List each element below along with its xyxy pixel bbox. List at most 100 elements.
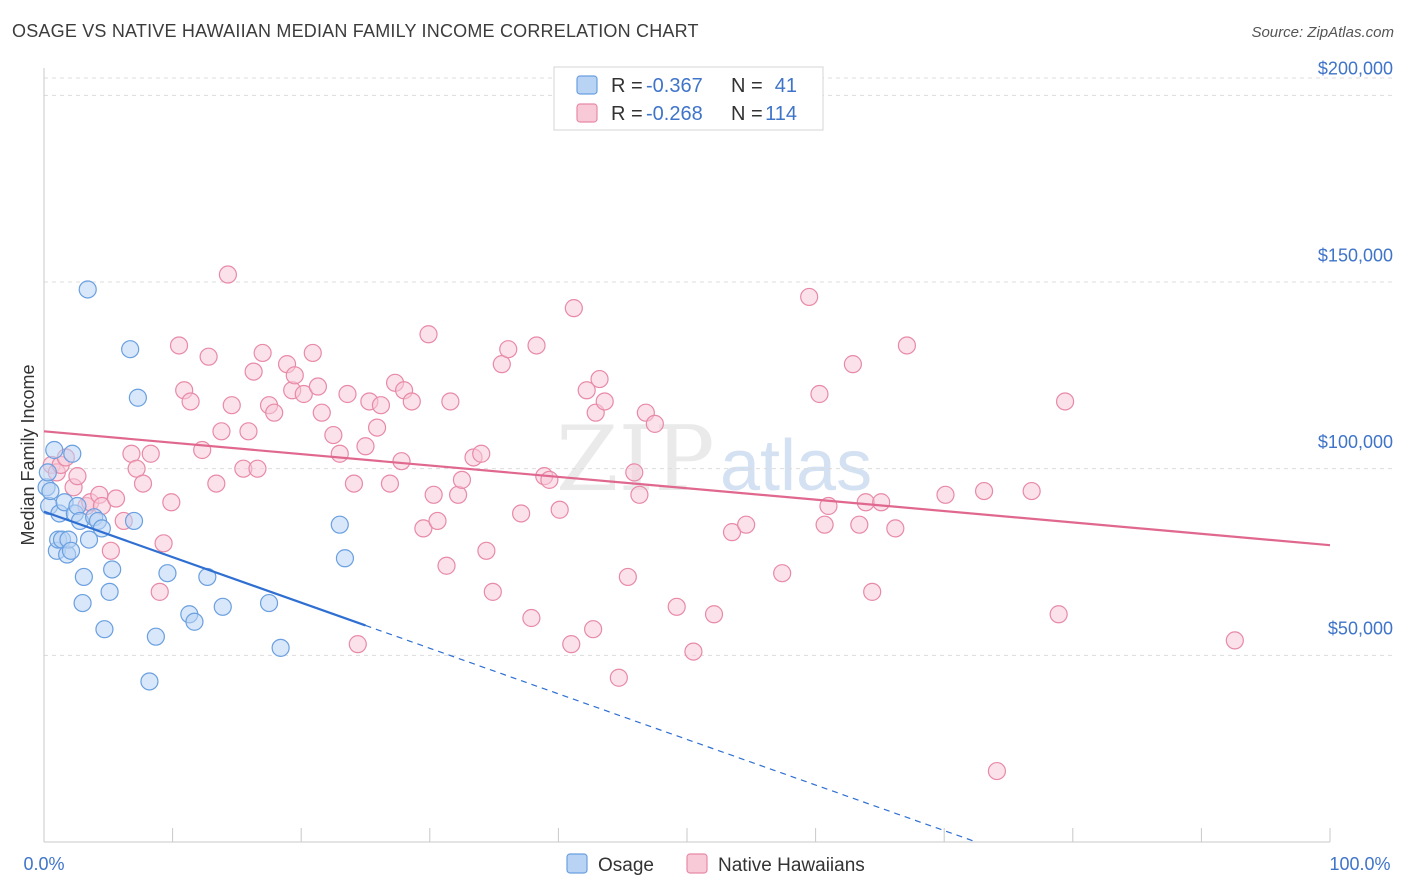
hawaiian-point (330, 444, 349, 463)
hawaiian-point (392, 452, 411, 471)
hawaiian-point (850, 515, 869, 534)
legend-r-label-hawaiian: R = (611, 103, 643, 125)
hawaiian-point (936, 485, 955, 504)
hawaiian-point (512, 504, 531, 523)
hawaiian-point (424, 485, 443, 504)
hawaiian-point (308, 377, 328, 396)
hawaiian-point (154, 534, 173, 553)
hawaiian-point (550, 500, 569, 519)
osage-point (74, 567, 93, 587)
hawaiian-point (974, 481, 994, 501)
osage-point (213, 597, 232, 616)
hawaiian-point (248, 459, 267, 478)
hawaiian-point (106, 489, 126, 508)
hawaiian-point (437, 556, 456, 575)
hawaiian-point (584, 620, 603, 639)
osage-point (330, 515, 349, 534)
hawaiian-point (897, 336, 917, 355)
osage-point (61, 541, 81, 560)
hawaiian-point (101, 541, 120, 560)
hawaiian-point (207, 474, 226, 493)
legend-n-label-osage: N = (731, 75, 763, 97)
hawaiian-point (704, 605, 724, 624)
hawaiian-point (150, 582, 169, 601)
hawaiian-point (577, 381, 596, 400)
osage-point (103, 560, 122, 579)
osage-trend-line (43, 510, 366, 627)
hawaiian-point (265, 403, 284, 422)
hawaiian-point (367, 418, 387, 437)
osage-point (45, 440, 64, 460)
bottom-legend-swatch-hawaiian (686, 853, 708, 874)
osage-point (128, 388, 147, 407)
osage-point (73, 593, 92, 613)
osage-point (121, 340, 140, 359)
hawaiian-point (477, 541, 496, 560)
osage-point (63, 444, 82, 463)
hawaiian-point (843, 355, 862, 374)
hawaiian-point (722, 523, 742, 542)
legend-n-value-osage: 41 (775, 75, 797, 97)
hawaiian-point (285, 366, 304, 385)
osage-point (124, 511, 144, 531)
hawaiian-point (630, 485, 649, 504)
hawaiian-point (448, 485, 468, 504)
hawaiian-point (562, 635, 581, 654)
x-tick-label-max: 100.0% (1329, 854, 1390, 874)
osage-point (68, 496, 87, 516)
legend: R = -0.367 N = 41 R = -0.268 N = 114 (553, 66, 824, 131)
hawaiian-point (218, 265, 237, 284)
hawaiian-point (338, 384, 357, 404)
osage-point (259, 593, 279, 613)
y-tick-labels: $50,000 $100,000 $150,000 $200,000 (1318, 59, 1393, 639)
hawaiian-point (645, 414, 664, 433)
hawaiian-point (244, 362, 263, 381)
hawaiian-point (402, 392, 421, 411)
x-tick-label-min: 0.0% (23, 854, 64, 874)
hawaiian-point (222, 396, 241, 415)
hawaiian-point (1225, 631, 1244, 650)
hawaiian-point (162, 493, 181, 512)
hawaiian-point (499, 340, 518, 359)
y-tick-label: $50,000 (1328, 619, 1393, 639)
hawaiian-point (380, 474, 400, 493)
hawaiian-point (595, 392, 614, 411)
y-tick-label: $100,000 (1318, 432, 1393, 452)
hawaiian-point (133, 474, 153, 493)
bottom-legend-swatch-osage (566, 853, 588, 874)
y-tick-label: $200,000 (1318, 59, 1393, 79)
legend-n-label-hawaiian: N = (731, 103, 763, 125)
y-axis-label: Median Family Income (18, 364, 38, 545)
hawaiian-point (737, 515, 756, 534)
legend-box (553, 66, 824, 131)
osage-point (335, 549, 355, 568)
hawaiian-point (356, 437, 375, 456)
hawaiian-point (815, 515, 834, 534)
hawaiian-point (684, 642, 703, 661)
hawaiian-point (303, 343, 322, 363)
osage-point (140, 672, 159, 691)
osage-point (41, 481, 60, 501)
osage-point (146, 627, 165, 646)
hawaiian-point (344, 474, 364, 493)
hawaiian-point (625, 463, 644, 482)
hawaiian-point (810, 384, 829, 404)
hawaiian-point (452, 470, 472, 489)
hawaiian-point (527, 336, 546, 355)
hawaiian-point (348, 635, 367, 654)
hawaiian-point (169, 336, 189, 355)
series-native-hawaiians (42, 265, 1244, 781)
hawaiian-point (294, 384, 313, 404)
hawaiian-point (239, 422, 258, 441)
hawaiian-point (522, 608, 541, 628)
bottom-legend-osage: Osage (598, 855, 654, 876)
hawaiian-point (773, 564, 792, 583)
legend-r-value-osage: -0.367 (646, 75, 703, 97)
series-osage (37, 280, 355, 691)
legend-r-value-hawaiian: -0.268 (646, 103, 703, 125)
legend-swatch-osage (576, 75, 598, 95)
hawaiian-point (886, 519, 905, 538)
bottom-legend-hawaiian: Native Hawaiians (718, 855, 865, 876)
osage-point (158, 564, 177, 583)
